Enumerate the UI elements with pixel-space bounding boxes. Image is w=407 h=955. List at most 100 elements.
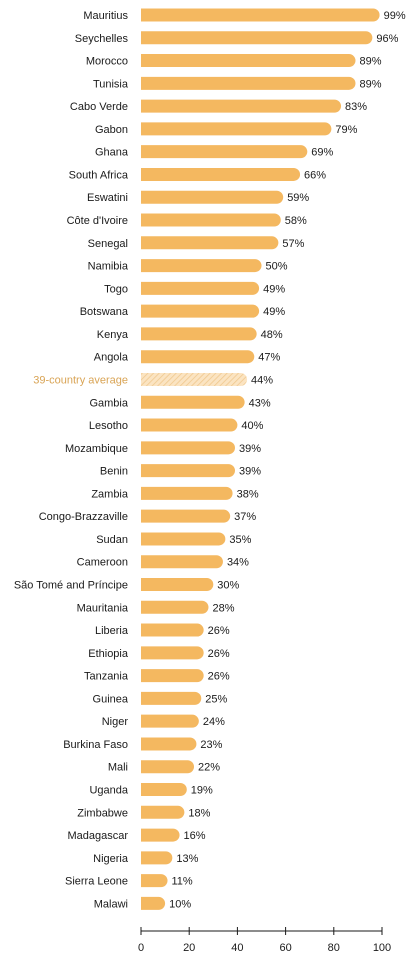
value-label: 18%	[188, 807, 210, 819]
bar	[141, 441, 235, 455]
bar-row-burkina-faso: Burkina Faso 23%	[63, 737, 223, 751]
bar	[141, 281, 260, 295]
bar-row-zimbabwe: Zimbabwe 18%	[77, 805, 211, 819]
bar-row-botswana: Botswana 49%	[80, 304, 285, 318]
x-tick-label: 80	[328, 942, 340, 954]
category-label: Cameroon	[77, 557, 128, 569]
bar	[141, 851, 173, 865]
value-label: 13%	[176, 853, 198, 865]
category-label: Angola	[94, 352, 129, 364]
bar	[141, 828, 180, 842]
bar-row-mali: Mali 22%	[108, 760, 220, 774]
bar-row-liberia: Liberia 26%	[95, 623, 230, 637]
bar-row-ethiopia: Ethiopia 26%	[88, 646, 230, 660]
category-label: Tunisia	[93, 78, 129, 90]
bar-row-malawi: Malawi 10%	[94, 896, 191, 910]
bar-row-gambia: Gambia 43%	[89, 395, 271, 409]
category-label: Zambia	[91, 488, 129, 500]
category-label: Morocco	[86, 56, 128, 68]
value-label: 59%	[287, 192, 309, 204]
value-label: 96%	[376, 33, 398, 45]
bar	[141, 760, 195, 774]
category-label: Mozambique	[65, 443, 128, 455]
bar	[141, 122, 332, 136]
value-label: 40%	[241, 420, 263, 432]
value-label: 89%	[359, 56, 381, 68]
bar	[141, 896, 166, 910]
category-label: Uganda	[89, 785, 128, 797]
bar-row-mauritania: Mauritania 28%	[77, 600, 235, 614]
value-label: 58%	[285, 215, 307, 227]
bar-row-uganda: Uganda 19%	[89, 783, 213, 797]
value-label: 26%	[208, 625, 230, 637]
value-label: 43%	[249, 397, 271, 409]
value-label: 22%	[198, 762, 220, 774]
bar	[141, 486, 233, 500]
bar	[141, 418, 238, 432]
bar-row-seychelles: Seychelles 96%	[75, 31, 399, 45]
value-label: 28%	[212, 602, 234, 614]
bar	[141, 646, 204, 660]
bars-layer: Mauritius 99% Seychelles 96% Morocco 89% Tunis…	[14, 8, 406, 910]
x-tick-label: 40	[231, 942, 243, 954]
bar-row-sao-tome-and-principe: São Tomé and Príncipe 30%	[14, 578, 240, 592]
category-label: Liberia	[95, 625, 129, 637]
x-tick-label: 100	[373, 942, 391, 954]
category-label: Ethiopia	[88, 648, 129, 660]
bar	[141, 236, 279, 250]
bar	[141, 259, 262, 273]
bar-row-tunisia: Tunisia 89%	[93, 76, 382, 90]
category-label: Mauritius	[83, 10, 128, 22]
bar-row-angola: Angola 47%	[94, 350, 281, 364]
bar	[141, 874, 168, 888]
bar-row-senegal: Senegal 57%	[88, 236, 305, 250]
category-label: São Tomé and Príncipe	[14, 580, 128, 592]
bar-row-morocco: Morocco 89%	[86, 54, 382, 68]
bar-row-cameroon: Cameroon 34%	[77, 555, 249, 569]
value-label: 35%	[229, 534, 251, 546]
value-label: 34%	[227, 557, 249, 569]
bar-row-eswatini: Eswatini 59%	[87, 190, 309, 204]
category-label: Zimbabwe	[77, 807, 128, 819]
bar	[141, 167, 301, 181]
bar-row-mozambique: Mozambique 39%	[65, 441, 261, 455]
bar-row-mauritius: Mauritius 99%	[83, 8, 406, 22]
category-label: Senegal	[88, 238, 128, 250]
bar	[141, 623, 204, 637]
category-label: Seychelles	[75, 33, 129, 45]
bar-row-ghana: Ghana 69%	[95, 145, 334, 159]
bar-row-namibia: Namibia 50%	[88, 259, 288, 273]
category-label: Guinea	[93, 693, 129, 705]
value-label: 83%	[345, 101, 367, 113]
bar	[141, 54, 356, 68]
value-label: 19%	[191, 785, 213, 797]
bar-row-39-country-average: 39-country average 44%	[33, 372, 273, 386]
category-label: Gambia	[89, 397, 128, 409]
bar-row-lesotho: Lesotho 40%	[89, 418, 264, 432]
value-label: 39%	[239, 466, 261, 478]
category-label: Nigeria	[93, 853, 129, 865]
x-tick-label: 0	[138, 942, 144, 954]
category-label: Gabon	[95, 124, 128, 136]
value-label: 24%	[203, 716, 225, 728]
bar-row-niger: Niger 24%	[102, 714, 225, 728]
bar-row-kenya: Kenya 48%	[97, 327, 283, 341]
category-label: Burkina Faso	[63, 739, 128, 751]
bar	[141, 327, 257, 341]
bar-row-south-africa: South Africa 66%	[69, 167, 326, 181]
value-label: 49%	[263, 306, 285, 318]
category-label: Namibia	[88, 261, 129, 273]
bar	[141, 669, 204, 683]
value-label: 39%	[239, 443, 261, 455]
x-axis: 0 20 40 60 80 100	[138, 927, 391, 954]
bar	[141, 691, 202, 705]
bar	[141, 304, 260, 318]
bar-row-nigeria: Nigeria 13%	[93, 851, 199, 865]
bar	[141, 31, 373, 45]
category-label: Sierra Leone	[65, 876, 128, 888]
category-label: Mauritania	[77, 602, 129, 614]
category-label: Mali	[108, 762, 128, 774]
value-label: 57%	[282, 238, 304, 250]
category-label: Kenya	[97, 329, 129, 341]
